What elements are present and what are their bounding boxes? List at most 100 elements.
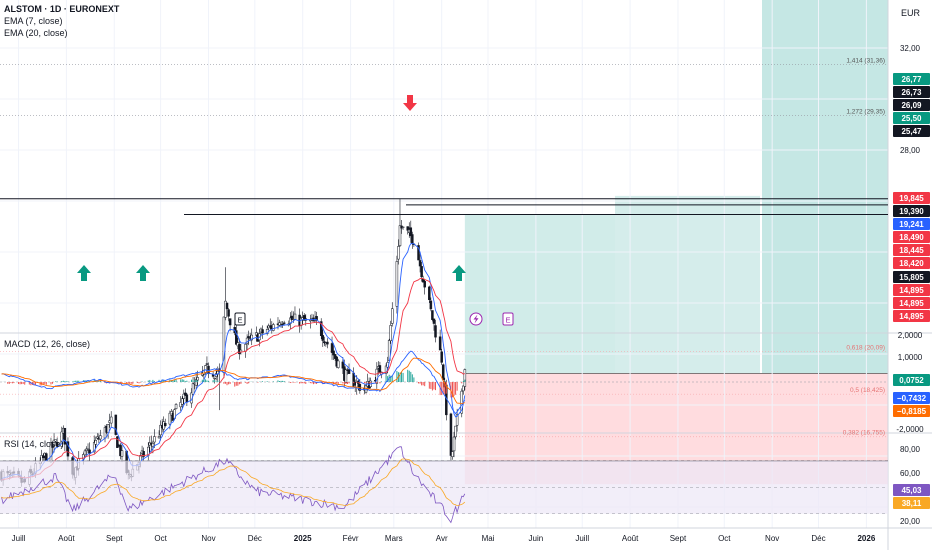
- candle-body: [153, 436, 156, 443]
- macd-line: [1, 350, 466, 415]
- candle-body: [452, 436, 456, 452]
- price-badge: [893, 125, 930, 137]
- price-badge: [893, 192, 930, 204]
- price-badge-text: 14,895: [899, 299, 924, 308]
- candle-body: [420, 266, 423, 278]
- candle-body: [225, 302, 229, 310]
- candle-body: [151, 442, 155, 447]
- price-tick-label: 32,00: [900, 44, 921, 53]
- candle-body: [180, 398, 184, 405]
- price-badge-text: 19,845: [899, 194, 924, 203]
- candle-body: [174, 404, 178, 409]
- candle-body: [432, 318, 436, 324]
- candle-body: [228, 318, 232, 326]
- candle-body: [441, 364, 445, 381]
- profit-zone-extension: [615, 195, 760, 374]
- candle-body: [302, 315, 306, 321]
- candle-body: [463, 369, 467, 387]
- ema7-line: [1, 243, 466, 481]
- candle-body: [250, 334, 253, 341]
- candle-body: [281, 323, 284, 326]
- time-tick-label: Nov: [201, 534, 215, 543]
- time-tick-label: Juill: [12, 534, 26, 543]
- candle-body: [109, 416, 113, 424]
- candle-body: [417, 245, 420, 261]
- candle-body: [99, 435, 102, 440]
- candle-body: [82, 454, 85, 460]
- candle-body: [83, 450, 87, 456]
- candle-body: [120, 450, 124, 457]
- time-tick-label: Mars: [385, 534, 403, 543]
- time-tick-label: Déc: [811, 534, 825, 543]
- price-badge: [893, 310, 930, 322]
- price-badge: [893, 218, 930, 230]
- chart-title: ALSTOM · 1D · EURONEXT: [4, 4, 119, 14]
- candle-body: [159, 424, 162, 436]
- macd-badge: [893, 405, 930, 417]
- fib-level-label: 1,414 (31,36): [846, 57, 885, 64]
- candle-body: [455, 414, 459, 426]
- candle-body: [60, 431, 64, 447]
- price-badge-text: 18,490: [899, 233, 924, 242]
- lightning-icon-glyph: [473, 314, 479, 324]
- candle-body: [191, 383, 195, 395]
- candle-body: [438, 336, 442, 351]
- macd-badge: [893, 392, 930, 404]
- candle-body: [409, 227, 413, 237]
- macd-badge-text: −0,8185: [897, 407, 927, 416]
- candle-body: [462, 385, 465, 392]
- candle-body: [194, 379, 198, 386]
- candle-body: [293, 313, 297, 320]
- candle-body: [204, 365, 207, 374]
- ema7-legend[interactable]: EMA (7, close): [4, 16, 63, 26]
- candle-body: [261, 329, 264, 334]
- candle-body: [406, 226, 409, 231]
- candle-body: [347, 369, 351, 374]
- candle-body: [235, 330, 238, 345]
- rsi-legend[interactable]: RSI (14, close): [4, 439, 64, 449]
- earnings-event-icon: [234, 312, 246, 326]
- candle-body: [54, 439, 57, 442]
- price-badge-text: 19,390: [899, 207, 924, 216]
- candle-body: [63, 427, 67, 445]
- currency-label[interactable]: EUR: [901, 8, 921, 18]
- arrow-up-icon: [136, 265, 150, 281]
- rsi-tick-label: 80,00: [900, 445, 921, 454]
- candle-body: [45, 453, 48, 461]
- profit-zone-target: [762, 0, 888, 374]
- candle-body: [395, 261, 399, 307]
- arrow-up-icon: [452, 265, 466, 281]
- rsi-badge-text: 45,03: [901, 486, 922, 495]
- arrow-down-icon: [403, 95, 417, 111]
- rsi-ma-line: [1, 458, 466, 507]
- macd-signal-line: [1, 357, 465, 404]
- macd-tick-label: 1,0000: [898, 353, 923, 362]
- candle-body: [185, 394, 189, 402]
- candle-body: [336, 360, 340, 368]
- price-badge: [893, 297, 930, 309]
- time-tick-label: Juill: [575, 534, 589, 543]
- rsi-tick-label: 60,00: [900, 469, 921, 478]
- ema20-legend[interactable]: EMA (20, close): [4, 28, 68, 38]
- candle-body: [66, 441, 70, 457]
- price-badge: [893, 205, 930, 217]
- candle-body: [434, 325, 437, 338]
- macd-badge-text: −0,7432: [897, 394, 927, 403]
- candle-body: [341, 361, 345, 369]
- time-tick-label: Nov: [765, 534, 779, 543]
- candle-body: [238, 344, 241, 355]
- candle-body: [247, 336, 250, 338]
- ema20-line: [1, 277, 465, 481]
- macd-legend[interactable]: MACD (12, 26, close): [4, 339, 91, 349]
- price-badge: [893, 99, 930, 111]
- price-badge-text: 18,420: [899, 259, 924, 268]
- candle-body: [213, 377, 216, 380]
- candle-body: [205, 363, 209, 365]
- time-tick-label: Mai: [482, 534, 495, 543]
- candle-body: [428, 286, 431, 301]
- candle-body: [290, 315, 294, 320]
- price-badge: [893, 86, 930, 98]
- time-tick-label: Sept: [106, 534, 123, 543]
